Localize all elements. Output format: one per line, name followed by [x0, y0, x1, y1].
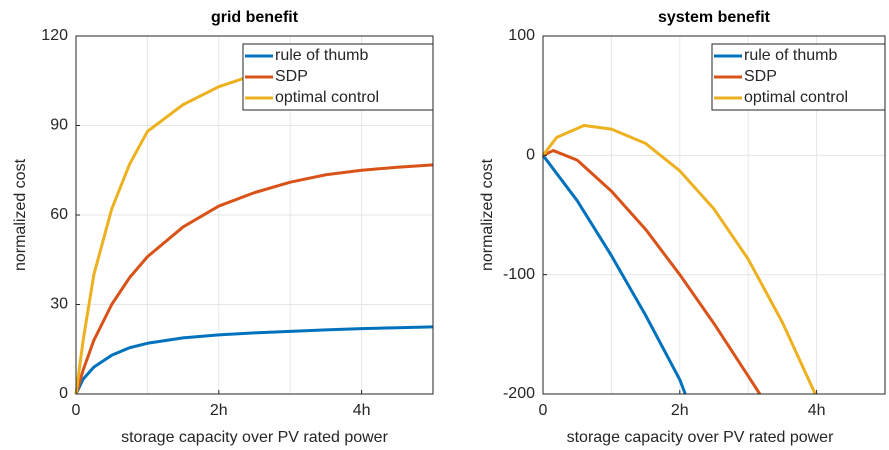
legend-label: SDP	[744, 68, 777, 85]
x-axis-label: storage capacity over PV rated power	[121, 429, 388, 446]
y-tick-label: 0	[526, 147, 535, 164]
y-axis-label: normalized cost	[479, 158, 496, 271]
x-tick-label: 0	[539, 402, 548, 419]
legend-label: optimal control	[744, 89, 848, 106]
y-tick-label: 120	[41, 27, 68, 44]
x-tick-label: 4h	[808, 402, 826, 419]
x-tick-label: 4h	[353, 402, 371, 419]
data-line	[74, 325, 434, 395]
y-tick-label: -200	[503, 385, 535, 402]
y-tick-label: 100	[508, 27, 535, 44]
data-line	[74, 163, 434, 395]
x-tick-label: 0	[72, 402, 81, 419]
chart-title: system benefit	[658, 9, 771, 26]
y-tick-label: 30	[50, 296, 68, 313]
x-axis-label: storage capacity over PV rated power	[567, 429, 834, 446]
y-axis-label: normalized cost	[12, 158, 29, 271]
legend-label: SDP	[275, 68, 308, 85]
legend-box	[242, 43, 434, 111]
y-tick-label: 0	[59, 385, 68, 402]
legend-label: rule of thumb	[744, 47, 837, 64]
data-line	[541, 154, 687, 395]
chart-title: grid benefit	[211, 9, 299, 26]
legend-label: optimal control	[275, 89, 379, 106]
x-tick-label: 2h	[671, 402, 689, 419]
x-tick-label: 2h	[210, 402, 228, 419]
axes-box	[542, 35, 886, 395]
legend-label: rule of thumb	[275, 47, 368, 64]
data-line	[542, 149, 762, 395]
y-tick-label: 60	[50, 206, 68, 223]
data-line	[541, 124, 817, 395]
y-tick-label: -100	[503, 266, 535, 283]
y-tick-label: 90	[50, 117, 68, 134]
